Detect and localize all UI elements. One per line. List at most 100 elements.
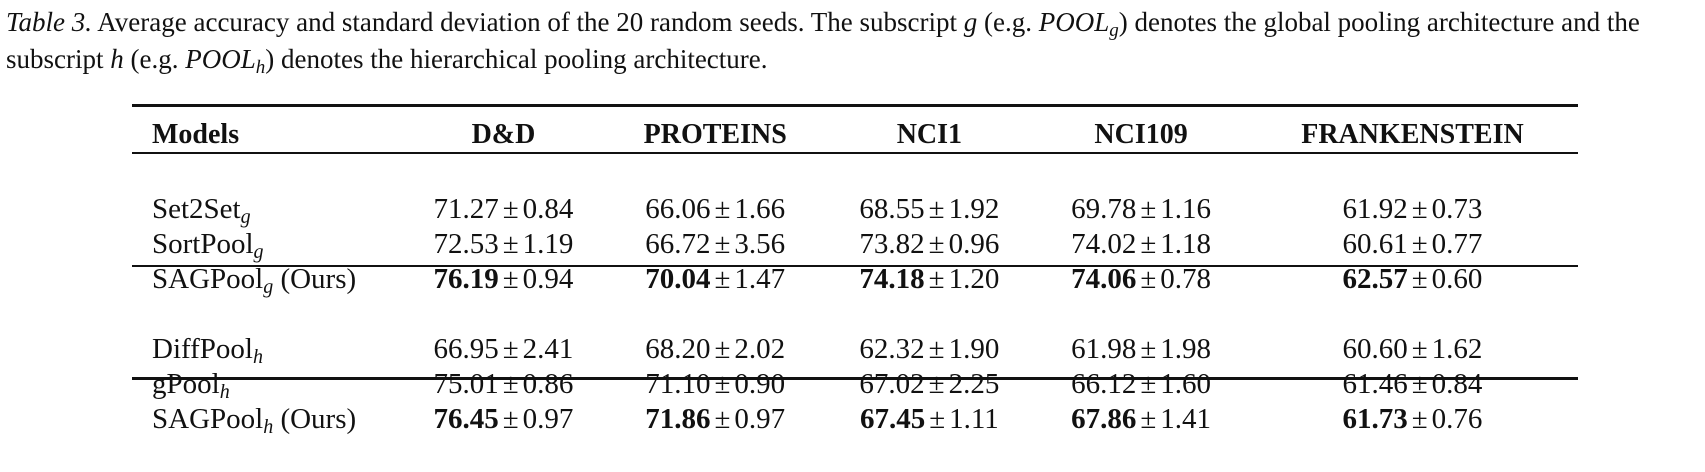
caption-text-4: (e.g.	[123, 44, 186, 74]
std-value: 1.18	[1160, 228, 1212, 260]
caption-text-5: ) denotes the hierarchical pooling archi…	[265, 44, 768, 74]
mean-value: 71.27	[433, 193, 499, 225]
std-value: 0.60	[1431, 263, 1483, 295]
caption-subscript-g: g	[963, 7, 978, 37]
plus-minus-sign: ±	[1140, 263, 1157, 295]
caption-text-3: ) denotes the global pooling architectur…	[6, 7, 1640, 74]
result-cell: 67.02 ±2.25	[824, 367, 1036, 402]
model-subscript: h	[263, 416, 274, 438]
table-top-rule	[132, 104, 1578, 107]
mean-value: 60.60	[1342, 333, 1408, 365]
std-value: 1.41	[1160, 403, 1212, 435]
model-cell: SortPoolg	[132, 227, 400, 262]
caption-pool-global: POOL	[1038, 7, 1110, 37]
caption-subscript-h: h	[110, 44, 124, 74]
model-subscript: g	[253, 241, 264, 263]
mean-value: 66.06	[645, 193, 711, 225]
std-value: 1.20	[948, 263, 1000, 295]
mean-value: 74.06	[1071, 263, 1137, 295]
result-cell: 75.01 ±0.86	[400, 367, 607, 402]
table-row: SAGPoolg (Ours) 76.19 ±0.94 70.04 ±1.47 74.18…	[132, 262, 1578, 297]
result-cell: 67.45 ±1.11	[824, 402, 1036, 437]
std-value: 2.02	[734, 333, 786, 365]
result-cell: 68.20 ±2.02	[607, 332, 824, 367]
result-cell: 71.27 ±0.84	[400, 192, 607, 227]
result-cell: 76.19 ±0.94	[400, 262, 607, 297]
result-cell: 66.12 ±1.60	[1035, 367, 1247, 402]
mean-value: 60.61	[1342, 228, 1408, 260]
header-proteins: PROTEINS	[643, 119, 787, 150]
result-cell: 76.45 ±0.97	[400, 402, 607, 437]
caption-label: Table 3.	[6, 7, 93, 37]
mean-value: 71.86	[645, 403, 711, 435]
mean-value: 71.10	[645, 368, 711, 400]
mean-value: 61.46	[1342, 368, 1408, 400]
std-value: 0.97	[522, 403, 574, 435]
result-cell: 66.72 ±3.56	[607, 227, 824, 262]
plus-minus-sign: ±	[1140, 403, 1157, 435]
result-cell: 61.98 ±1.98	[1035, 332, 1247, 367]
result-cell: 66.06 ±1.66	[607, 192, 824, 227]
std-value: 1.92	[948, 193, 1000, 225]
model-cell: SAGPoolg (Ours)	[132, 262, 400, 297]
plus-minus-sign: ±	[928, 368, 945, 400]
spacer-cell	[132, 437, 1578, 472]
caption-pool-global-sub: g	[1109, 20, 1119, 41]
plus-minus-sign: ±	[1140, 228, 1157, 260]
std-value: 0.97	[734, 403, 786, 435]
std-value: 1.16	[1160, 193, 1212, 225]
plus-minus-sign: ±	[1140, 333, 1157, 365]
header-frankenstein: FRANKENSTEIN	[1301, 119, 1524, 150]
result-cell: 73.82 ±0.96	[824, 227, 1036, 262]
result-cell: 71.10 ±0.90	[607, 367, 824, 402]
mean-value: 75.01	[433, 368, 499, 400]
result-cell: 70.04 ±1.47	[607, 262, 824, 297]
caption-text-1: Average accuracy and standard deviation …	[92, 7, 964, 37]
std-value: 1.66	[734, 193, 786, 225]
model-cell: DiffPoolh	[132, 332, 400, 367]
result-cell: 69.78 ±1.16	[1035, 192, 1247, 227]
mean-value: 66.95	[433, 333, 499, 365]
plus-minus-sign: ±	[1140, 193, 1157, 225]
result-cell: 72.53 ±1.19	[400, 227, 607, 262]
model-name: SAGPool	[152, 263, 264, 295]
std-value: 0.76	[1431, 403, 1483, 435]
mean-value: 67.86	[1071, 403, 1137, 435]
table-bottom-rule	[132, 377, 1578, 380]
spacer-cell	[132, 297, 1578, 332]
std-value: 0.84	[1431, 368, 1483, 400]
result-cell: 61.46 ±0.84	[1247, 367, 1578, 402]
std-value: 0.94	[522, 263, 574, 295]
result-cell: 60.60 ±1.62	[1247, 332, 1578, 367]
plus-minus-sign: ±	[1411, 263, 1428, 295]
std-value: 0.73	[1431, 193, 1483, 225]
mean-value: 62.57	[1342, 263, 1408, 295]
model-name: Set2Set	[152, 193, 241, 225]
result-cell: 62.32 ±1.90	[824, 332, 1036, 367]
std-value: 1.98	[1160, 333, 1212, 365]
plus-minus-sign: ±	[502, 403, 519, 435]
plus-minus-sign: ±	[1411, 403, 1428, 435]
std-value: 1.60	[1160, 368, 1212, 400]
model-subscript: g	[263, 276, 274, 298]
std-value: 0.96	[948, 228, 1000, 260]
plus-minus-sign: ±	[928, 263, 945, 295]
results-table: Models D&D PROTEINS NCI1 NCI109 FRANKENS…	[132, 112, 1578, 472]
std-value: 2.25	[948, 368, 1000, 400]
std-value: 2.41	[522, 333, 574, 365]
table-row: SAGPoolh (Ours) 76.45 ±0.97 71.86 ±0.97 67.45…	[132, 402, 1578, 437]
model-cell: gPoolh	[132, 367, 400, 402]
result-cell: 62.57 ±0.60	[1247, 262, 1578, 297]
mean-value: 76.19	[433, 263, 499, 295]
model-suffix: (Ours)	[273, 403, 357, 435]
model-name: DiffPool	[152, 333, 253, 365]
model-cell: SAGPoolh (Ours)	[132, 402, 400, 437]
model-subscript: h	[252, 346, 263, 368]
mean-value: 76.45	[433, 403, 499, 435]
caption-text-2: (e.g.	[977, 7, 1039, 37]
mean-value: 69.78	[1071, 193, 1137, 225]
table-caption: Table 3. Average accuracy and standard d…	[6, 4, 1696, 78]
result-cell: 60.61 ±0.77	[1247, 227, 1578, 262]
mean-value: 66.12	[1071, 368, 1137, 400]
plus-minus-sign: ±	[1411, 228, 1428, 260]
